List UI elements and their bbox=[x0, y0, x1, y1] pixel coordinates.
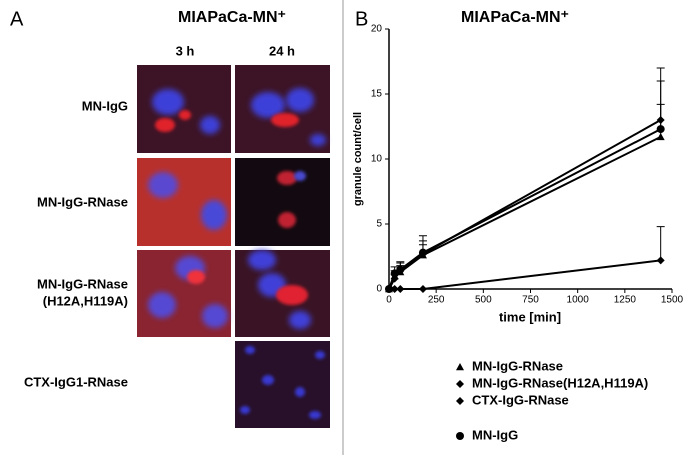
legend-label: MN-IgG-RNase(H12A,H119A) bbox=[472, 375, 648, 390]
legend-marker bbox=[456, 397, 464, 405]
chart-title: MIAPaCa-MN⁺ bbox=[461, 9, 569, 26]
micrograph bbox=[137, 158, 231, 246]
row-label: (H12A,H119A) bbox=[43, 293, 128, 308]
data-point bbox=[418, 248, 427, 257]
micrograph bbox=[235, 65, 330, 153]
panel-title: MIAPaCa-MN⁺ bbox=[178, 9, 286, 26]
y-tick-label: 0 bbox=[376, 284, 382, 295]
data-point bbox=[385, 285, 393, 293]
row-label: MN-IgG-RNase bbox=[37, 276, 128, 291]
series-line bbox=[389, 259, 661, 290]
micrograph bbox=[235, 250, 330, 337]
micrograph bbox=[235, 341, 330, 428]
y-axis-label: granule count/cell bbox=[352, 112, 364, 206]
y-tick-label: 15 bbox=[371, 89, 383, 100]
micrograph bbox=[235, 158, 330, 246]
panel-label: B bbox=[355, 8, 368, 30]
x-tick-label: 750 bbox=[522, 295, 539, 306]
legend-marker bbox=[456, 432, 464, 440]
y-tick-label: 10 bbox=[371, 154, 383, 165]
data-point bbox=[390, 285, 399, 293]
x-tick-label: 0 bbox=[386, 295, 392, 306]
legend-label: MN-IgG-RNase bbox=[472, 358, 563, 373]
y-tick-label: 5 bbox=[376, 219, 382, 230]
error-bar bbox=[656, 80, 665, 130]
x-tick-label: 1000 bbox=[567, 295, 590, 306]
data-point bbox=[396, 265, 405, 274]
data-point bbox=[418, 285, 427, 293]
x-tick-label: 1500 bbox=[661, 295, 684, 306]
micrograph bbox=[137, 65, 231, 153]
legend-marker bbox=[456, 380, 464, 388]
data-point bbox=[656, 132, 665, 141]
data-point bbox=[390, 269, 399, 278]
legend-label: CTX-IgG-RNase bbox=[472, 392, 569, 407]
x-axis-label: time [min] bbox=[499, 309, 561, 324]
data-point bbox=[656, 256, 665, 265]
micrograph bbox=[137, 250, 231, 337]
column-header: 3 h bbox=[176, 43, 195, 58]
panel-label: A bbox=[10, 8, 24, 30]
row-label: MN-IgG-RNase bbox=[37, 194, 128, 209]
row-label: MN-IgG bbox=[82, 98, 128, 113]
row-label: CTX-IgG1-RNase bbox=[24, 374, 128, 389]
x-tick-label: 1250 bbox=[614, 295, 637, 306]
column-header: 24 h bbox=[269, 43, 295, 58]
legend-label: MN-IgG bbox=[472, 427, 518, 442]
x-tick-label: 250 bbox=[428, 295, 445, 306]
data-point bbox=[396, 285, 405, 293]
error-bar bbox=[656, 226, 665, 261]
x-tick-label: 500 bbox=[475, 295, 492, 306]
data-point bbox=[656, 125, 665, 134]
legend-marker bbox=[456, 363, 464, 371]
y-tick-label: 20 bbox=[371, 24, 383, 35]
